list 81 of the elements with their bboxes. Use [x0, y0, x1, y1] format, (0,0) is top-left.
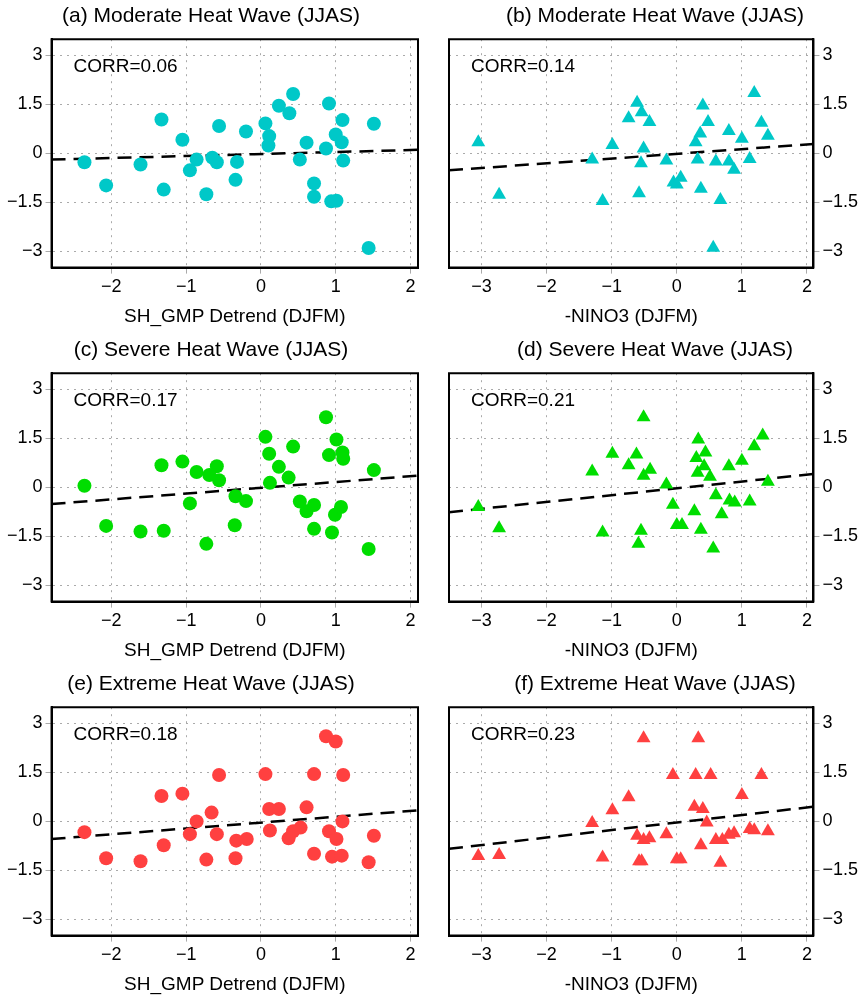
- x-tick-label: −1: [601, 944, 622, 965]
- x-tick-label: −2: [101, 276, 122, 297]
- x-tick-label: 0: [255, 944, 266, 965]
- x-tick-label: 0: [255, 610, 266, 631]
- chart-title: (c) Severe Heat Wave (JJAS): [73, 337, 349, 361]
- x-tick-label: −3: [471, 610, 492, 631]
- x-tick-label: 1: [330, 276, 341, 297]
- y-tick-label: 3: [32, 712, 43, 733]
- y-tick-label: −1.5: [822, 525, 859, 546]
- x-tick-label: −1: [601, 610, 622, 631]
- y-tick-label: 0: [822, 476, 833, 497]
- x-axis-title: -NINO3 (DJFM): [564, 304, 698, 326]
- y-tick-label: −3: [22, 574, 43, 595]
- x-tick-label: −2: [101, 610, 122, 631]
- x-tick-label: 2: [801, 610, 812, 631]
- x-tick-label: 1: [736, 944, 747, 965]
- y-tick-label: −3: [22, 240, 43, 261]
- y-tick-label: −1.5: [6, 525, 43, 546]
- annotation: CORR=0.21: [471, 388, 576, 410]
- x-tick-label: −2: [536, 610, 557, 631]
- y-tick-label: −3: [822, 574, 843, 595]
- x-axis-title: SH_GMP Detrend (DJFM): [124, 972, 346, 995]
- annotation: CORR=0.17: [73, 388, 178, 410]
- x-axis-title: -NINO3 (DJFM): [564, 972, 698, 994]
- x-tick-label: −3: [471, 276, 492, 297]
- x-tick-label: 2: [405, 610, 416, 631]
- chart-title: (b) Moderate Heat Wave (JJAS): [506, 3, 804, 27]
- chart-title: (f) Extreme Heat Wave (JJAS): [514, 671, 796, 695]
- chart-title: (a) Moderate Heat Wave (JJAS): [62, 3, 360, 27]
- x-tick-label: −2: [536, 276, 557, 297]
- annotation: CORR=0.23: [471, 722, 576, 744]
- y-tick-label: 1.5: [822, 93, 848, 114]
- y-tick-label: 1.5: [822, 761, 848, 782]
- x-tick-label: 1: [330, 610, 341, 631]
- y-tick-label: −1.5: [6, 191, 43, 212]
- y-tick-label: 1.5: [822, 427, 848, 448]
- y-tick-label: 3: [822, 712, 833, 733]
- x-tick-label: 0: [671, 944, 682, 965]
- y-tick-label: 3: [32, 378, 43, 399]
- x-tick-label: −2: [536, 944, 557, 965]
- x-tick-label: −1: [175, 944, 197, 965]
- y-tick-label: 1.5: [17, 761, 43, 782]
- x-tick-label: −1: [601, 276, 622, 297]
- x-axis-title: SH_GMP Detrend (DJFM): [124, 638, 346, 661]
- x-tick-label: 0: [255, 276, 266, 297]
- y-tick-label: −1.5: [6, 859, 43, 880]
- y-tick-label: −1.5: [822, 191, 859, 212]
- y-tick-label: −3: [822, 908, 843, 929]
- x-tick-label: 0: [671, 276, 682, 297]
- chart-title: (d) Severe Heat Wave (JJAS): [517, 337, 793, 361]
- x-tick-label: 2: [405, 944, 416, 965]
- y-tick-label: −3: [822, 240, 843, 261]
- x-tick-label: 2: [801, 944, 812, 965]
- x-tick-label: −2: [101, 944, 122, 965]
- y-tick-label: 0: [822, 810, 833, 831]
- x-axis-title: -NINO3 (DJFM): [564, 638, 698, 660]
- x-tick-label: 0: [671, 610, 682, 631]
- annotation: CORR=0.18: [73, 722, 178, 744]
- x-tick-label: −1: [175, 610, 197, 631]
- x-tick-label: −1: [175, 276, 197, 297]
- y-tick-label: 1.5: [17, 93, 43, 114]
- y-tick-label: 3: [822, 378, 833, 399]
- y-tick-label: 0: [32, 142, 43, 163]
- x-tick-label: −3: [471, 944, 492, 965]
- y-tick-label: 0: [32, 810, 43, 831]
- x-tick-label: 1: [330, 944, 341, 965]
- x-tick-label: 2: [801, 276, 812, 297]
- chart-title: (e) Extreme Heat Wave (JJAS): [67, 671, 355, 695]
- y-tick-label: 1.5: [17, 427, 43, 448]
- annotation: CORR=0.06: [73, 54, 178, 76]
- annotation: CORR=0.14: [471, 54, 576, 76]
- x-tick-label: 1: [736, 276, 747, 297]
- y-tick-label: 3: [32, 44, 43, 65]
- x-tick-label: 2: [405, 276, 416, 297]
- y-tick-label: 0: [822, 142, 833, 163]
- x-tick-label: 1: [736, 610, 747, 631]
- x-axis-title: SH_GMP Detrend (DJFM): [124, 304, 346, 327]
- y-tick-label: 3: [822, 44, 833, 65]
- y-tick-label: 0: [32, 476, 43, 497]
- y-tick-label: −1.5: [822, 859, 859, 880]
- y-tick-label: −3: [22, 908, 43, 929]
